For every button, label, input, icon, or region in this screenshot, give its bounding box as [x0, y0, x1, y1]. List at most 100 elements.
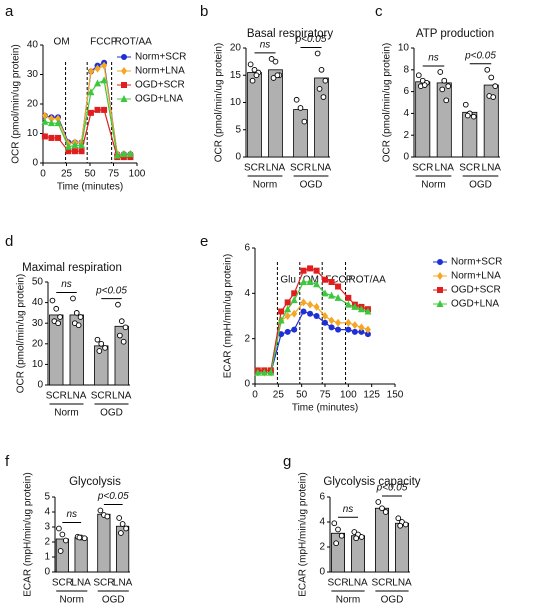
marker [54, 119, 62, 127]
group-label: Norm [336, 595, 360, 605]
significance-label: ns [260, 40, 271, 51]
data-point [320, 94, 327, 100]
panel-letter: g [283, 453, 291, 470]
y-tick-label: 0 [319, 567, 325, 578]
marker [55, 114, 62, 123]
y-tick-label: 1 [44, 552, 50, 563]
panel-letter: e [200, 233, 208, 250]
marker [307, 310, 314, 317]
marker [120, 150, 128, 158]
marker [260, 368, 268, 376]
marker [313, 267, 320, 274]
data-point [73, 310, 80, 316]
marker [300, 298, 307, 307]
y-tick-label: 6 [244, 243, 250, 254]
data-point [335, 526, 341, 533]
x-tick-label: 50 [84, 169, 96, 180]
data-point [118, 318, 125, 324]
marker [364, 331, 371, 338]
category-label: SCR [91, 391, 112, 402]
data-point [314, 50, 321, 57]
category-label: LNA [348, 578, 368, 589]
category-label: SCR [290, 163, 311, 174]
marker [328, 279, 335, 285]
y-axis-label: ECAR (mpH/min/ug protein) [298, 472, 309, 596]
marker [321, 289, 329, 297]
marker [291, 309, 298, 318]
bar [394, 522, 409, 573]
marker [94, 106, 101, 113]
marker [313, 302, 320, 311]
y-axis-label: OCR (pmol/min/ug protein) [382, 43, 393, 162]
injection-label: Glu [280, 275, 296, 286]
marker [64, 142, 72, 150]
category-label: SCR [244, 163, 265, 174]
data-point [120, 338, 127, 345]
data-point [316, 86, 323, 92]
marker [357, 305, 365, 313]
y-tick-label: 10 [398, 43, 410, 54]
data-point [251, 66, 258, 73]
category-label: LNA [392, 578, 412, 589]
group-label: OGD [100, 408, 123, 419]
data-point [445, 83, 452, 90]
marker [351, 328, 358, 335]
x-tick-label: 150 [387, 390, 404, 401]
data-point [94, 336, 101, 343]
y-axis-label: ECAR (mpH/min/ug protein) [223, 254, 234, 378]
chart-title: Glycolysis capacity [323, 476, 420, 488]
bar [268, 69, 283, 158]
data-point [55, 320, 61, 327]
significance-label: ns [343, 504, 354, 515]
y-tick-label: 5 [44, 492, 50, 503]
marker [328, 324, 335, 331]
data-point [57, 314, 63, 320]
data-point [122, 324, 129, 331]
marker [65, 148, 72, 155]
group-label: Norm [253, 180, 277, 191]
marker [313, 280, 321, 288]
chart-title: Maximal respiration [22, 262, 122, 274]
data-point [70, 295, 76, 302]
legend-label: OGD+LNA [135, 94, 183, 105]
marker [344, 300, 352, 308]
marker [306, 278, 314, 285]
marker [351, 302, 359, 310]
marker [87, 67, 94, 76]
marker [101, 106, 108, 113]
marker [267, 368, 275, 376]
marker [291, 326, 298, 333]
x-tick-label: 25 [61, 169, 73, 180]
marker [284, 305, 292, 313]
marker [345, 318, 352, 327]
y-tick-label: 2 [403, 130, 409, 141]
category-label: LNA [71, 578, 91, 589]
data-point [81, 535, 88, 542]
data-point [75, 322, 82, 329]
marker [101, 61, 108, 70]
injection-label: FCCP [90, 37, 118, 48]
category-label: LNA [482, 163, 502, 174]
data-point [415, 72, 422, 79]
injection-label: ROT/AA [349, 275, 387, 286]
x-tick-label: 125 [363, 390, 380, 401]
data-point [253, 72, 260, 79]
data-point [318, 66, 325, 73]
data-point [270, 75, 277, 81]
data-point [249, 77, 256, 84]
marker [322, 312, 328, 320]
chart-title: ATP production [416, 28, 494, 40]
marker [290, 296, 298, 304]
marker [41, 133, 48, 140]
bar [436, 82, 452, 158]
group-label: OGD [469, 180, 492, 191]
data-point [358, 534, 365, 540]
marker [300, 278, 308, 285]
data-point [97, 507, 104, 514]
data-point [117, 332, 123, 339]
x-tick-label: 50 [296, 390, 308, 401]
group-label: Norm [421, 180, 445, 191]
legend-marker [437, 259, 443, 265]
marker [94, 79, 102, 87]
marker [284, 328, 291, 335]
